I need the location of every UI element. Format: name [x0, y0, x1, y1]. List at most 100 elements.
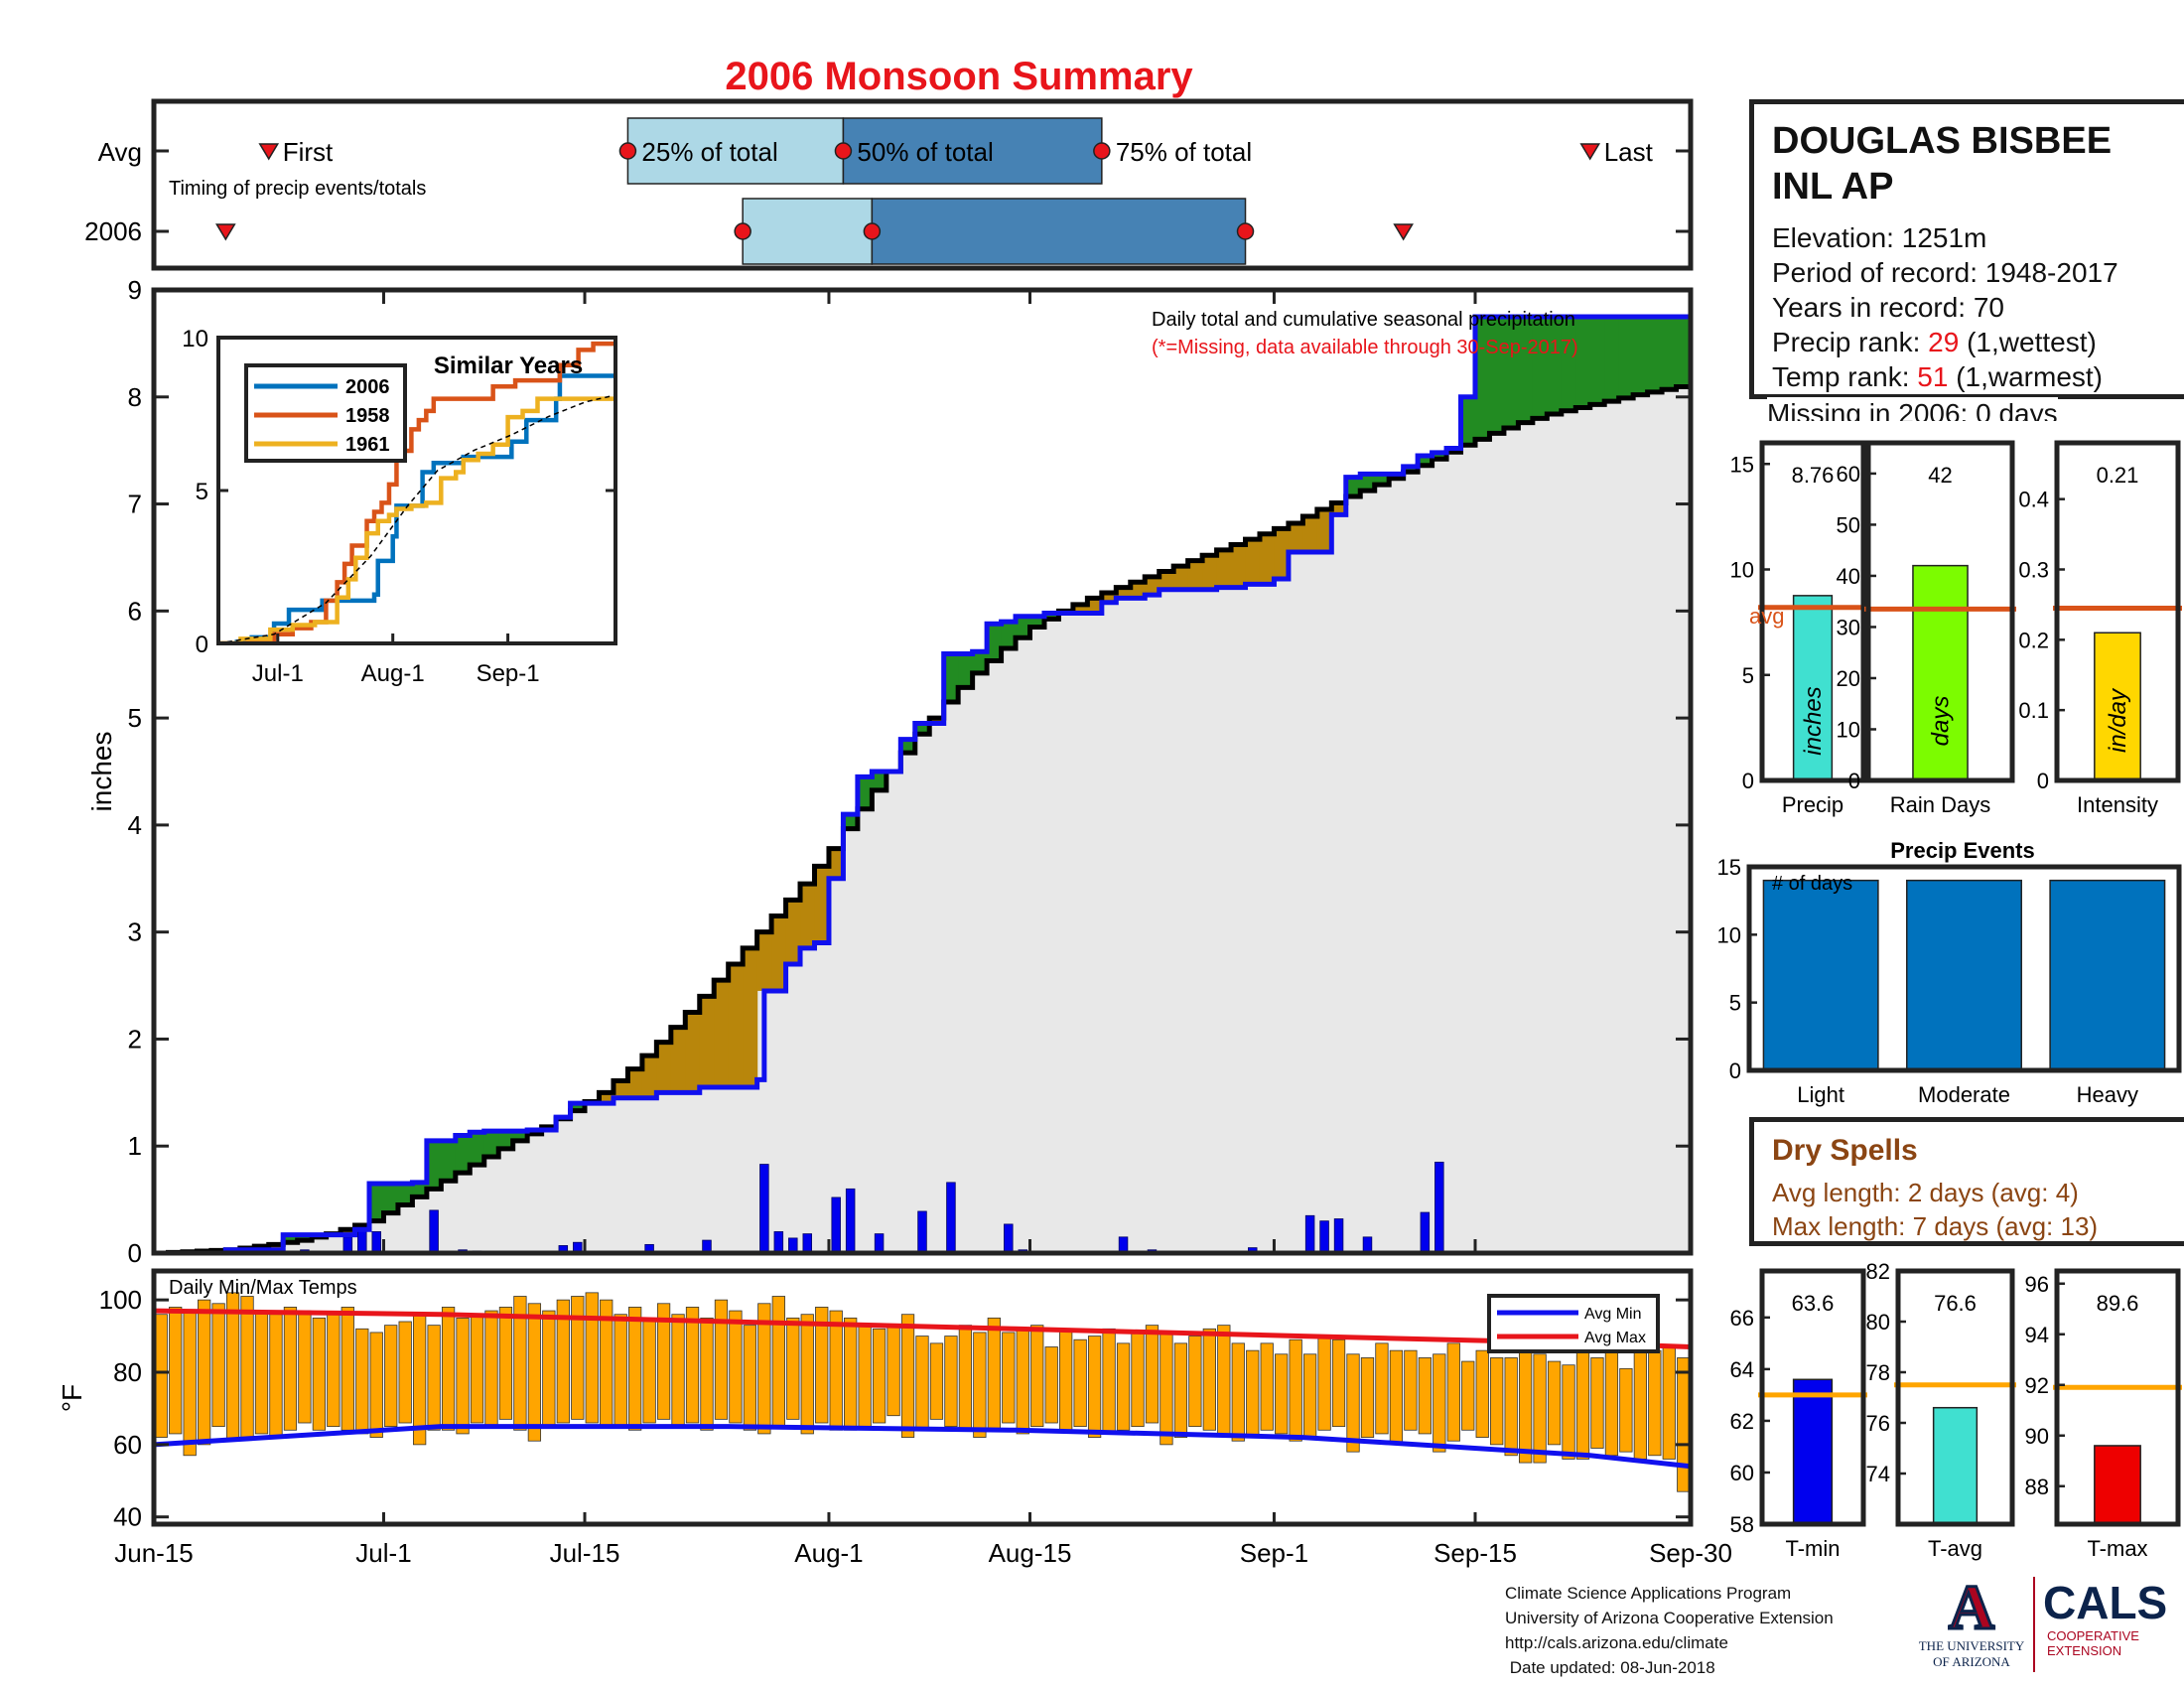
daily-temp-bar [1633, 1342, 1647, 1460]
above-average-fill [483, 1131, 499, 1157]
daily-precip-bar [874, 1233, 885, 1253]
below-average-fill [814, 866, 830, 943]
daily-precip-bar [845, 1188, 856, 1253]
daily-temp-bar [771, 1296, 785, 1428]
events-title: Precip Events [1890, 838, 2035, 863]
daily-precip-bar [773, 1231, 784, 1253]
below-average-fill [1072, 604, 1088, 614]
temp-ylabel: °F [57, 1384, 87, 1412]
above-average-fill [1662, 316, 1678, 390]
daily-temp-bar [1404, 1349, 1418, 1431]
inset-series-1958 [218, 341, 615, 643]
daily-temp-bar [628, 1307, 642, 1431]
above-average-fill [1633, 316, 1649, 395]
above-average-fill [1432, 452, 1447, 460]
above-average-fill [397, 1183, 414, 1205]
temp-title: Daily Min/Max Temps [169, 1277, 357, 1299]
t-max-ytick-label: 90 [2025, 1424, 2049, 1449]
t-avg-ytick-label: 76 [1866, 1411, 1890, 1436]
xtick-label: Aug-1 [794, 1538, 863, 1568]
daily-temp-bar [456, 1317, 470, 1435]
daily-temp-bar [254, 1310, 269, 1435]
below-average-fill [268, 1244, 284, 1250]
daily-temp-bar [1461, 1360, 1475, 1431]
below-average-fill [1187, 560, 1203, 590]
daily-temp-bar [1547, 1360, 1562, 1446]
temp-plot-frame [151, 1268, 1694, 1527]
above-average-fill [1016, 616, 1031, 638]
daily-precip-bar [802, 1233, 813, 1253]
daily-temp-bar [154, 1314, 168, 1438]
daily-temp-bar [1173, 1342, 1188, 1438]
above-average-fill [383, 1183, 399, 1213]
daily-temp-bar [1202, 1328, 1216, 1431]
dry-spells-avg-length: Avg length: 2 days (avg: 4) [1772, 1178, 2079, 1207]
dry-spells-box: Dry Spells Avg length: 2 days (avg: 4) M… [1749, 1117, 2184, 1246]
above-average-fill [1589, 316, 1605, 405]
daily-temp-bar [283, 1307, 298, 1431]
daily-precip-bar [1420, 1211, 1431, 1253]
daily-precip-bar [1304, 1214, 1315, 1253]
daily-precip-bar [1319, 1220, 1329, 1253]
above-average-fill [455, 1135, 471, 1174]
event-bar-light [1762, 879, 1879, 1071]
timing-panel: Avg 2006 Timing of precip events/totals … [84, 98, 1694, 271]
daily-precip-bar [917, 1210, 927, 1253]
daily-temp-bar [1231, 1342, 1245, 1442]
daily-temp-bar [1087, 1336, 1102, 1438]
temp-rank-label: Temp rank: [1772, 361, 1918, 392]
below-average-fill [1101, 593, 1117, 603]
below-average-fill [1173, 566, 1189, 590]
rain-days-ytick-label: 50 [1837, 512, 1860, 537]
legend-label-avg-min: Avg Min [1584, 1306, 1642, 1323]
t-avg-frame [1895, 1268, 2015, 1527]
station-temp-rank: Temp rank: 51 (1,warmest) [1772, 360, 2103, 394]
daily-precip-bar [831, 1196, 841, 1253]
daily-temp-bar [1662, 1346, 1676, 1460]
daily-temp-bar [1446, 1342, 1460, 1442]
timing-avg-p50-marker [834, 142, 853, 160]
above-average-fill [1001, 622, 1017, 649]
daily-precip-bar [1362, 1236, 1373, 1253]
main-plot-frame [151, 287, 1694, 1256]
above-average-fill [843, 814, 859, 829]
below-average-fill [1087, 598, 1103, 614]
below-average-fill [800, 884, 816, 948]
below-average-fill [1231, 544, 1247, 588]
main-ytick-label: 8 [128, 382, 142, 412]
daily-temp-bar [398, 1321, 412, 1424]
main-ytick-label: 7 [128, 490, 142, 519]
daily-temp-bar [1246, 1349, 1260, 1438]
below-average-fill [685, 1012, 701, 1093]
t-avg-xlabel: T-avg [1928, 1536, 1982, 1561]
daily-precip-bar [1434, 1161, 1444, 1253]
event-category-label: Light [1797, 1082, 1844, 1107]
timing-avg-box-50-75 [842, 117, 1103, 185]
dry-spells-max-length: Max length: 7 days (avg: 13) [1772, 1211, 2099, 1241]
daily-temp-bar [1575, 1349, 1590, 1460]
t-max-ytick-label: 96 [2025, 1272, 2049, 1297]
main-annotation-missing: (*=Missing, data available through 30-Se… [1152, 337, 1578, 358]
t-min-ytick-label: 62 [1730, 1409, 1754, 1434]
above-average-fill [1403, 466, 1419, 473]
event-bar-heavy [2049, 879, 2166, 1071]
precip-rank-value: 29 [1928, 327, 1960, 357]
daily-temp-bar [413, 1314, 427, 1446]
intensity-bar [2094, 632, 2141, 781]
rain-days-frame [1865, 440, 2015, 783]
daily-temp-bar [571, 1296, 585, 1420]
figure-title: 2006 Monsoon Summary [725, 55, 1193, 98]
daily-temp-bar [542, 1310, 556, 1428]
cals-logo-line1: COOPERATIVE [2047, 1628, 2139, 1643]
rain-days-panel: 0 10 20 30 40 50 60 42 Rain Days days [1837, 440, 2016, 817]
timing-panel-frame [151, 98, 1694, 271]
credits-line2: University of Arizona Cooperative Extens… [1505, 1609, 1834, 1627]
intensity-ytick-label: 0.4 [2018, 488, 2049, 512]
cumulative-precip-plot: 0 1 2 3 4 5 6 7 8 9 inches Daily total and cumula… [86, 275, 1694, 1268]
credits-url: http://cals.arizona.edu/climate [1505, 1633, 1728, 1652]
daily-temp-bar [585, 1292, 599, 1424]
rain-days-ytick-label: 30 [1837, 615, 1860, 639]
inset-ytick-label: 5 [196, 479, 208, 505]
precip-rank-label: Precip rank: [1772, 327, 1929, 357]
